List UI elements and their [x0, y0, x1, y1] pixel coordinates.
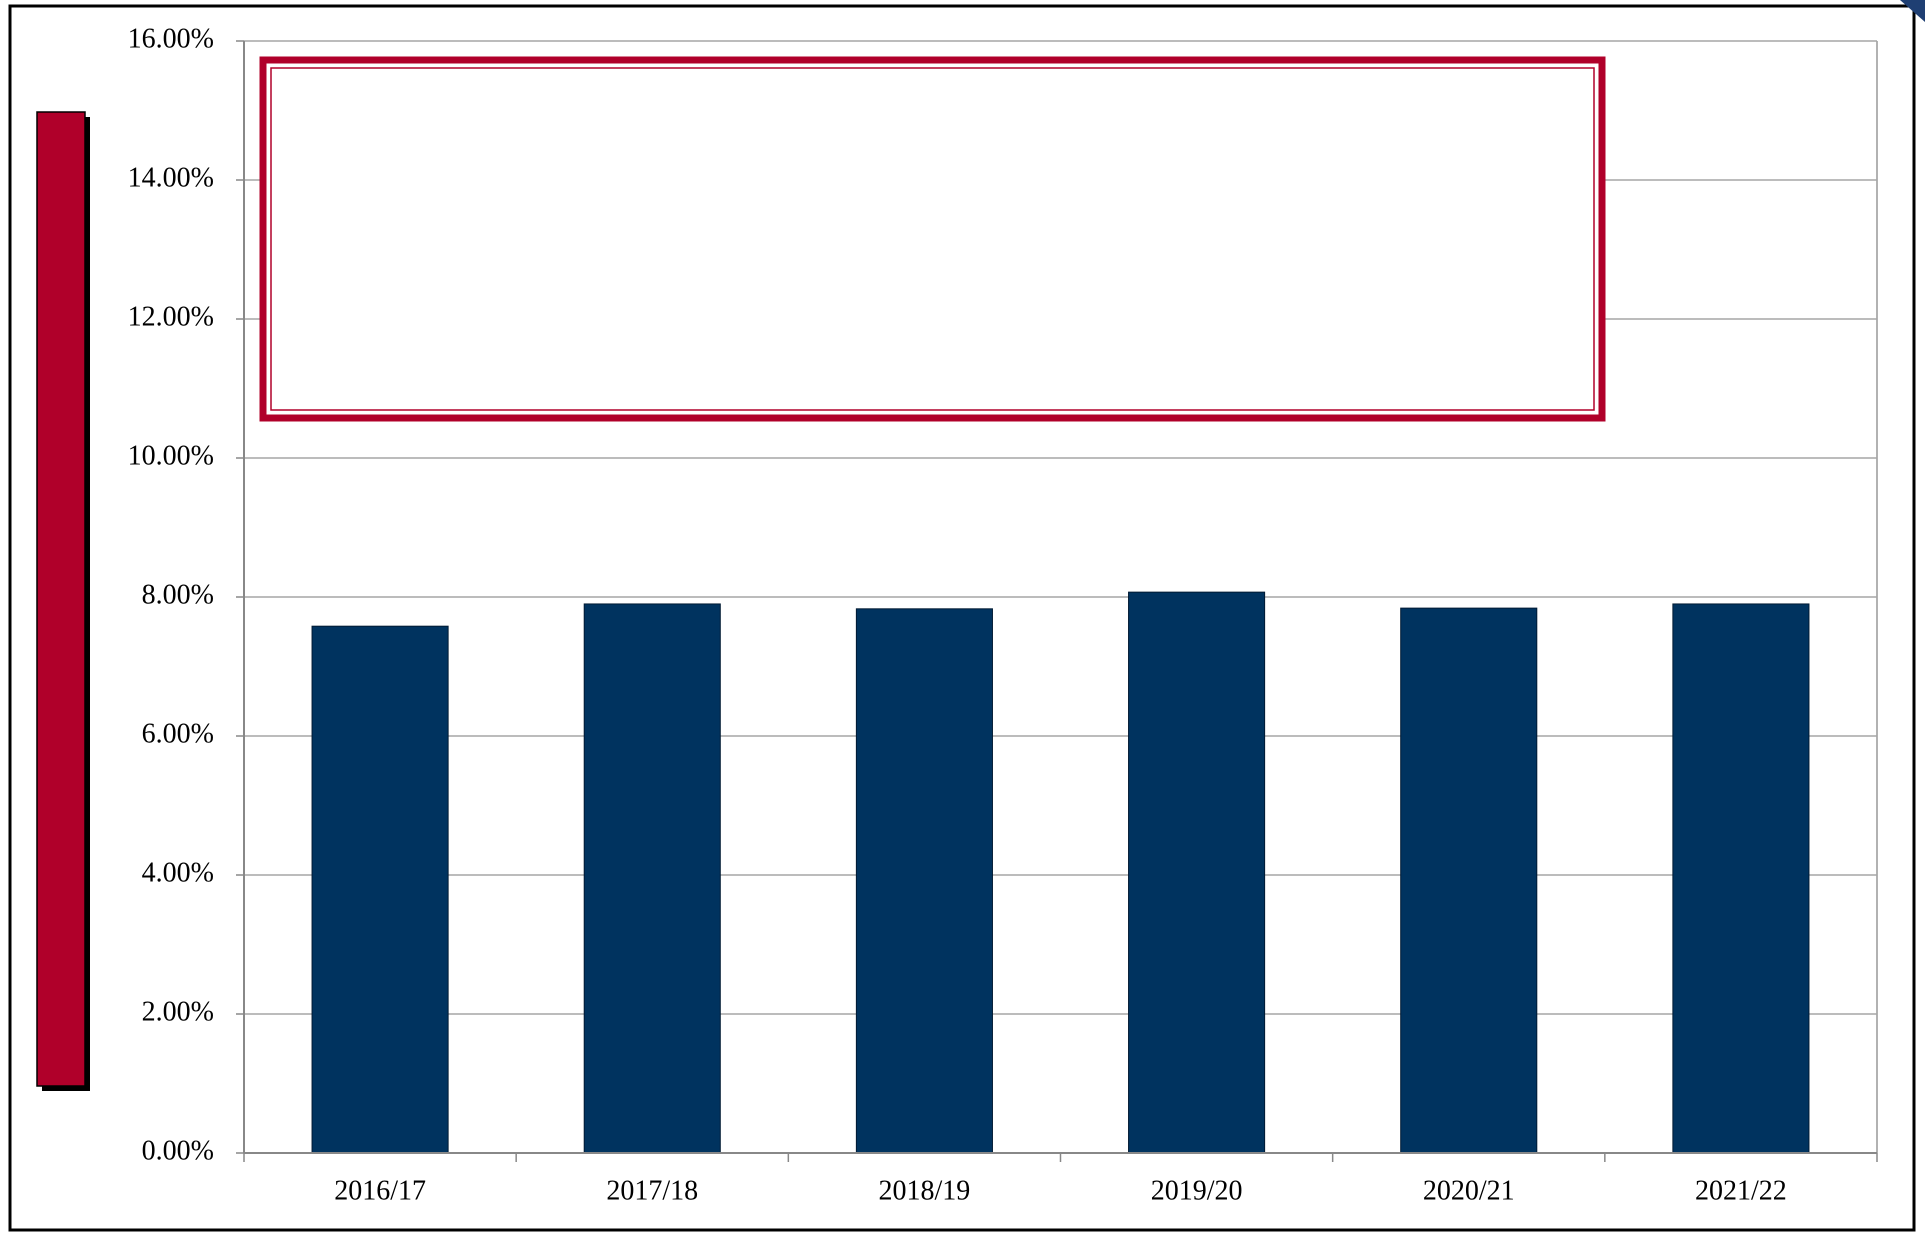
bar	[855, 608, 993, 1154]
y-tick-label: 0.00%	[142, 1135, 214, 1166]
y-tick-label: 14.00%	[128, 162, 214, 193]
y-tick-label: 12.00%	[128, 301, 214, 332]
x-tick-label: 2019/20	[1151, 1175, 1243, 1206]
text-box	[259, 56, 1606, 422]
bar	[583, 603, 721, 1154]
x-tick-label: 2020/21	[1423, 1175, 1515, 1206]
y-tick-label: 10.00%	[128, 440, 214, 471]
bar	[1672, 603, 1810, 1154]
x-tick-label: 2018/19	[879, 1175, 971, 1206]
y-tick-label: 16.00%	[128, 23, 214, 54]
corner-mark	[1900, 0, 1925, 22]
x-tick-label: 2016/17	[334, 1175, 426, 1206]
plot-area: 0.00% 2.00% 4.00% 6.00% 8.00% 10.00% 12.00% 14.…	[128, 23, 1878, 1206]
bar	[1400, 607, 1538, 1154]
x-tick-label: 2021/22	[1695, 1175, 1787, 1206]
text-box-inner	[270, 67, 1595, 411]
y-tick-label: 2.00%	[142, 996, 214, 1027]
y-tick-label: 4.00%	[142, 857, 214, 888]
bar	[311, 625, 449, 1154]
y-tick-label: 6.00%	[142, 718, 214, 749]
x-tick-label: 2017/18	[606, 1175, 698, 1206]
side-bar	[36, 111, 86, 1087]
bar	[1128, 591, 1266, 1154]
y-tick-label: 8.00%	[142, 579, 214, 610]
